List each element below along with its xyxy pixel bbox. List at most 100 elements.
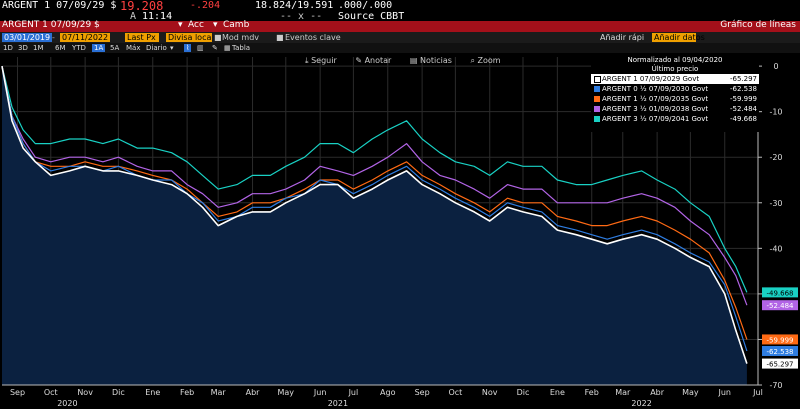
last-value-label: -62.538 xyxy=(766,348,793,356)
series-lines xyxy=(1,65,748,364)
legend-title: Normalizado al 09/04/2020 xyxy=(627,56,723,64)
x-tick-label: Jul xyxy=(752,388,763,397)
legend-item[interactable]: ARGENT 0 ½ 07/09/2030 Govt -62.538 xyxy=(591,84,759,94)
quote-time: 11:14 xyxy=(142,11,173,22)
zoom-label: Zoom xyxy=(477,56,501,65)
frequency-select[interactable]: Diario xyxy=(146,44,167,52)
add-quick-button[interactable]: Añadir rápi xyxy=(600,33,645,42)
price-field-select[interactable]: Last Px xyxy=(125,33,159,42)
frequency-dropdown-icon[interactable]: ▾ xyxy=(170,44,174,52)
follow-label: Seguir xyxy=(311,56,337,65)
bid-ask-separator: -- x -- xyxy=(280,11,323,22)
x-tick-label: Nov xyxy=(482,388,498,397)
y-tick-label: -40 xyxy=(769,244,782,253)
price-range: 18.824/19.591 xyxy=(255,0,334,11)
legend-series-name: ARGENT 1 07/09/2029 Govt xyxy=(602,75,700,83)
legend-series-name: ARGENT 3 ½ 01/09/2038 Govt xyxy=(602,105,709,113)
last-value-tags: -65.297 -62.538 -59.999 -52.484 -49.668 xyxy=(762,287,798,369)
legend-series-value: -65.297 xyxy=(729,75,757,83)
legend-swatch xyxy=(594,116,600,122)
date-separator: - xyxy=(52,33,55,42)
series-line xyxy=(1,65,748,306)
x-tick-label: Jul xyxy=(348,388,359,397)
function-bar: ARGENT 1 07/09/29 $ ▾ Acc ▾ Camb Gráfico… xyxy=(0,20,800,32)
x-tick-label: Dic xyxy=(112,388,125,397)
actions-dropdown-icon[interactable]: ▾ xyxy=(178,20,183,30)
last-value-tag xyxy=(762,358,798,369)
period-3d[interactable]: 3D xyxy=(18,44,28,52)
y-tick-label: -20 xyxy=(769,153,782,162)
legend-subtitle: Último precio xyxy=(651,65,699,73)
legend-item[interactable]: ARGENT 1 ½ 07/09/2035 Govt -59.999 xyxy=(591,94,759,104)
date-from-field[interactable]: 03/01/2019 xyxy=(2,33,53,42)
last-value-tag xyxy=(762,287,798,298)
series-line xyxy=(1,65,748,352)
x-tick-label: Abr xyxy=(246,388,261,397)
news-button[interactable]: ▤ Noticias xyxy=(409,56,452,65)
x-tick-label: Ene xyxy=(145,388,160,397)
y-tick-label: 0 xyxy=(773,62,778,71)
area-fill-layer xyxy=(2,66,747,385)
zoom-button[interactable]: ⌕ Zoom xyxy=(470,56,501,65)
x-tick-label: Abr xyxy=(650,388,665,397)
chart-legend[interactable]: Normalizado al 09/04/2020 Último precio … xyxy=(591,56,759,132)
legend-series-name: ARGENT 3 ½ 07/09/2041 Govt xyxy=(602,115,709,123)
x-tick-label: Jun xyxy=(313,388,327,397)
chart-settings-bar: 03/01/2019 - 07/11/2022 Last Px Divisa l… xyxy=(0,32,800,43)
table-icon[interactable]: ▦ xyxy=(224,44,231,52)
events-checkbox[interactable]: ■ xyxy=(276,33,284,42)
x-tick-label: Mar xyxy=(211,388,227,397)
legend-swatch xyxy=(594,96,600,102)
line-chart-icon[interactable]: ⌇ xyxy=(184,44,192,52)
function-security-label: ARGENT 1 07/09/29 $ xyxy=(2,20,100,30)
price-change: -.204 xyxy=(190,0,221,11)
legend-item[interactable]: ARGENT 1 07/09/2029 Govt -65.297 xyxy=(591,74,759,84)
mod-label: Mod mdv xyxy=(222,33,260,42)
period-max[interactable]: Máx xyxy=(126,44,141,52)
legend-item[interactable]: ARGENT 3 ½ 01/09/2038 Govt -52.484 xyxy=(591,104,759,114)
legend-item[interactable]: ARGENT 3 ½ 07/09/2041 Govt -49.668 xyxy=(591,114,759,124)
last-value-label: -65.297 xyxy=(766,361,793,369)
mod-checkbox[interactable]: ■ xyxy=(214,33,222,42)
last-value-tag xyxy=(762,300,798,311)
x-tick-label: Ago xyxy=(380,388,396,397)
events-label[interactable]: Eventos clave xyxy=(285,33,341,42)
change-menu-button[interactable]: Camb xyxy=(223,20,250,30)
legend-swatch xyxy=(594,106,600,112)
series-line xyxy=(1,65,748,340)
change-dropdown-icon[interactable]: ▾ xyxy=(213,20,218,30)
x-tick-label: Sep xyxy=(415,388,430,397)
chart-style-icon[interactable]: ▥ xyxy=(197,44,204,52)
legend-series-value: -52.484 xyxy=(729,105,757,113)
x-tick-label: Feb xyxy=(585,388,599,397)
period-5a[interactable]: 5A xyxy=(110,44,120,52)
price-chart[interactable]: 0-10-20-30-40-50-60-70 SepOctNovDicEneFe… xyxy=(0,53,800,409)
actions-menu-button[interactable]: Acc xyxy=(188,20,204,30)
y-tick-label: -30 xyxy=(769,199,782,208)
x-tick-label: Oct xyxy=(44,388,58,397)
period-1m[interactable]: 1M xyxy=(33,44,44,52)
annotate-button[interactable]: ✎ Anotar xyxy=(355,56,392,65)
period-6m[interactable]: 6M xyxy=(55,44,66,52)
period-1d[interactable]: 1D xyxy=(3,44,13,52)
follow-button[interactable]: ⤓ Seguir xyxy=(305,56,337,65)
chart-actions: ⤓ Seguir ✎ Anotar ▤ Noticias ⌕ Zoom xyxy=(305,56,517,66)
table-button[interactable]: Tabla xyxy=(232,44,251,52)
x-tick-label: May xyxy=(278,388,295,397)
date-to-field[interactable]: 07/11/2022 xyxy=(60,33,111,42)
edit-icon[interactable]: ✎ xyxy=(212,44,218,52)
x-tick-label: Dic xyxy=(517,388,530,397)
add-data-field[interactable]: Añadir datos xyxy=(652,33,705,42)
period-1a[interactable]: 1A xyxy=(92,44,106,52)
legend-series-value: -49.668 xyxy=(729,115,757,123)
currency-select[interactable]: Divisa loca xyxy=(166,33,212,42)
y-tick-label: -70 xyxy=(769,381,782,390)
quote-bar: ARGENT 1 07/09/29 $ 19.208 -.204 18.824/… xyxy=(0,0,800,22)
x-tick-label: Sep xyxy=(10,388,25,397)
legend-series-value: -62.538 xyxy=(729,85,757,93)
period-ytd[interactable]: YTD xyxy=(72,44,86,52)
x-year-label: 2021 xyxy=(328,399,348,408)
ticker-label: ARGENT 1 07/09/29 $ xyxy=(2,0,117,11)
price-source: Source CBBT xyxy=(338,11,405,22)
legend-swatch xyxy=(594,76,601,83)
